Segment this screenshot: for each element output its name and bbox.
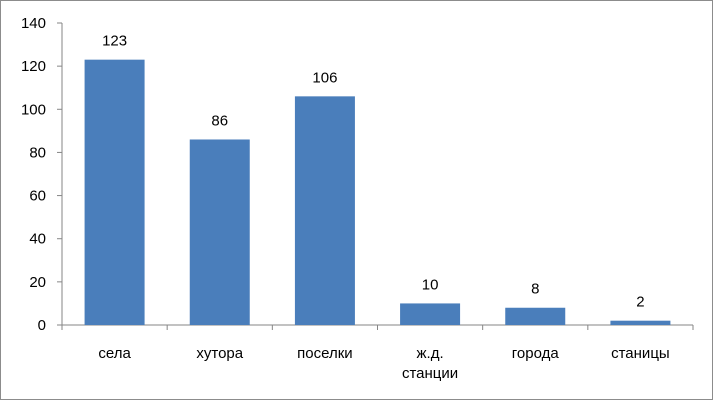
bar [505,307,566,325]
bar [610,320,671,325]
y-tick-label: 0 [38,317,46,334]
y-tick-label: 120 [21,58,46,75]
category-label: города [512,345,560,362]
y-tick-label: 80 [29,144,46,161]
category-label: поселки [297,345,353,362]
y-tick-label: 140 [21,15,46,32]
y-tick-label: 100 [21,101,46,118]
bars-layer [84,59,671,326]
y-tick-label: 40 [29,231,46,248]
category-label: станции [402,365,458,382]
data-label: 106 [312,69,337,86]
data-label: 2 [636,294,644,311]
data-label: 123 [102,33,127,50]
chart-axes [61,23,694,330]
y-axis-ticks: 0 20 40 60 80 100 120 140 [21,15,62,334]
data-label: 8 [531,281,539,298]
bar [400,303,461,325]
bar [294,96,355,325]
data-label: 86 [211,112,228,129]
category-label: хутора [196,345,243,362]
bar [84,59,145,326]
category-label: ж.д. [417,345,444,362]
category-label: станицы [611,345,670,362]
category-labels-layer: села хутора поселки ж.д. станции города станиц… [98,345,669,382]
y-tick-label: 20 [29,274,46,291]
data-labels-layer: 123 86 106 10 8 2 [102,33,645,311]
category-label: села [98,345,131,362]
data-label: 10 [422,276,439,293]
y-tick-label: 60 [29,188,46,205]
bar [189,139,250,325]
